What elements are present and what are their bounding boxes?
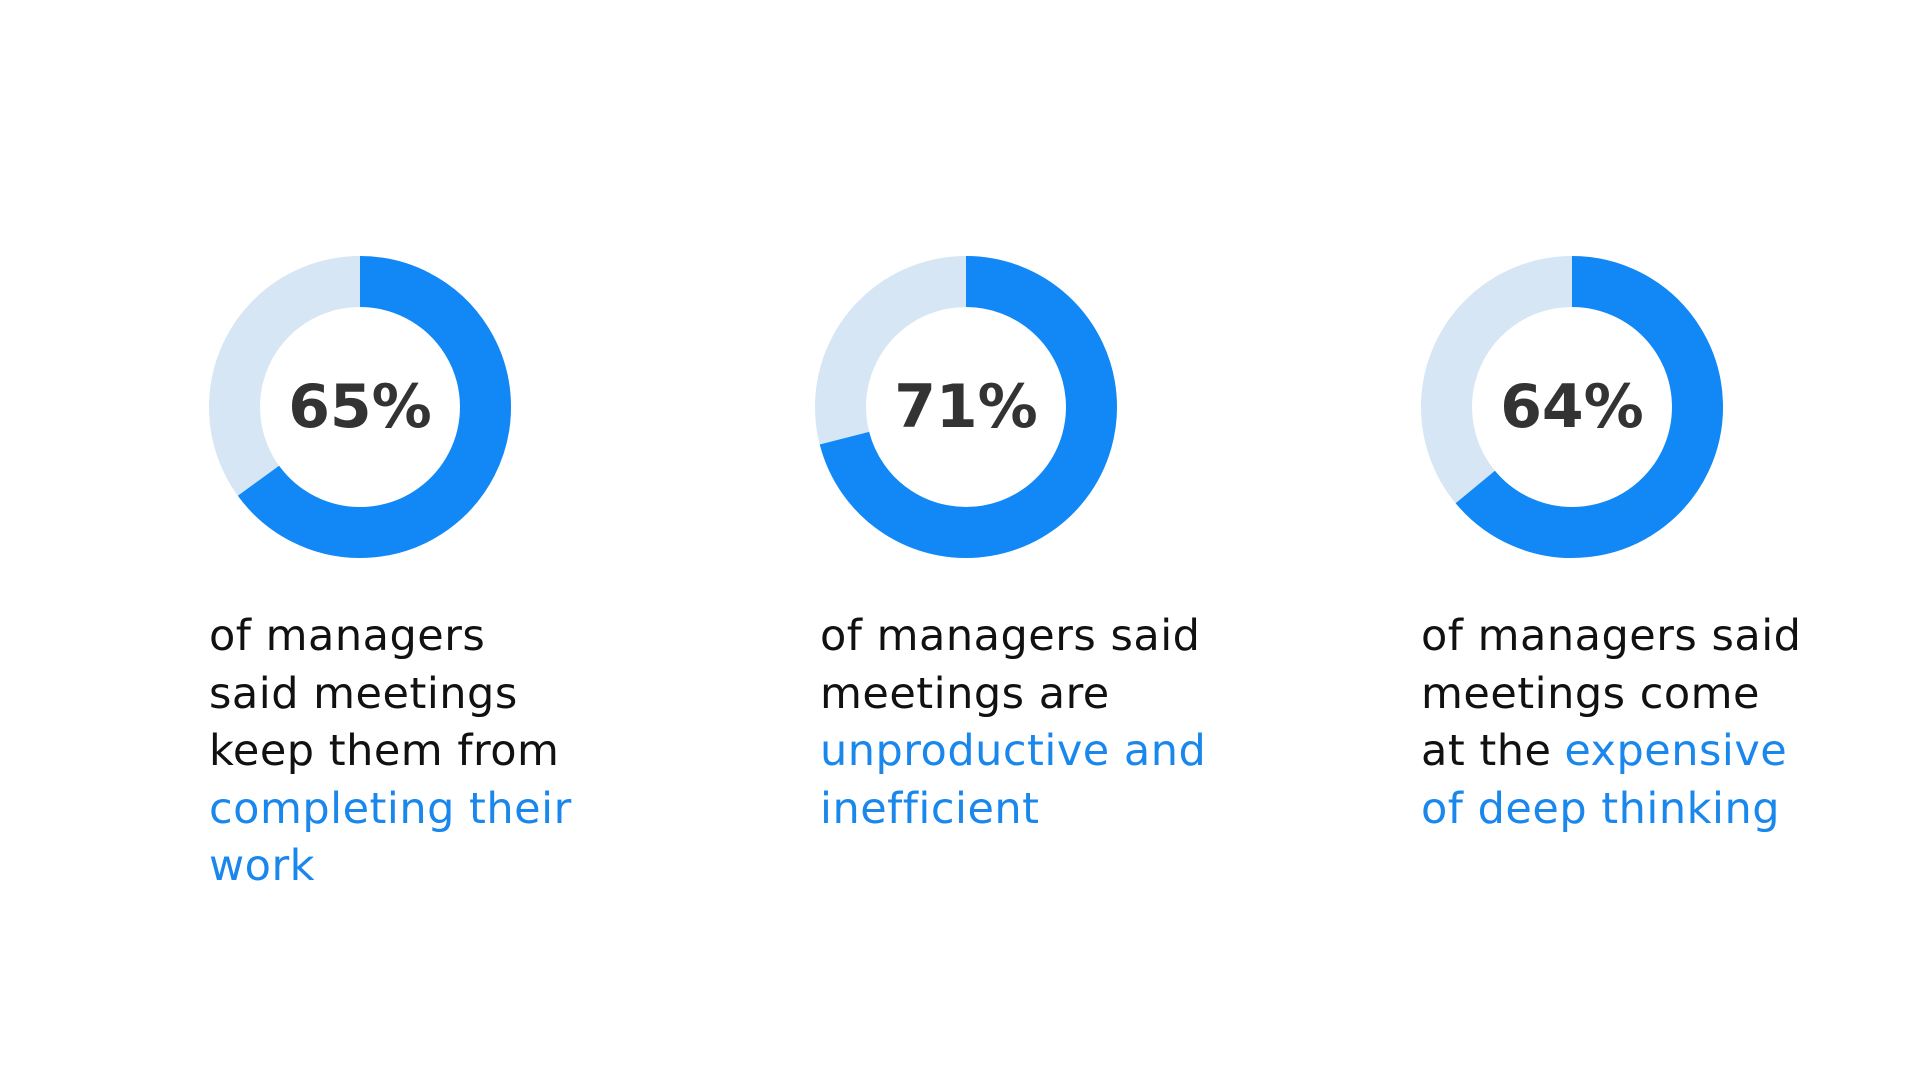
- donut-arc: [1455, 256, 1723, 558]
- caption-line: work: [209, 838, 572, 896]
- caption-line: unproductive and: [820, 723, 1206, 781]
- caption-highlight: unproductive and: [820, 726, 1207, 776]
- caption-text: meetings come: [1421, 668, 1761, 719]
- caption-line: inefficient: [820, 781, 1206, 839]
- caption-highlight: expensive: [1564, 726, 1788, 776]
- caption-text: of managers: [209, 611, 486, 661]
- caption-line: meetings come: [1421, 666, 1801, 724]
- caption-highlight: of deep thinking: [1421, 783, 1780, 834]
- caption-highlight: completing their: [209, 783, 572, 834]
- caption: of managers said meetings are unproductive…: [820, 608, 1206, 838]
- caption: of managers said meetings keep them from co…: [209, 608, 572, 896]
- caption-line: at the expensive: [1421, 723, 1801, 781]
- caption-line: completing their: [209, 781, 572, 839]
- caption-line: said meetings: [209, 666, 572, 724]
- caption-text: keep them from: [209, 726, 560, 776]
- caption-line: of deep thinking: [1421, 781, 1801, 839]
- caption-line: of managers: [209, 608, 572, 666]
- caption-text: of managers said: [1421, 611, 1802, 661]
- donut-percent: 64%: [1500, 372, 1644, 442]
- caption-line: of managers said: [820, 608, 1206, 666]
- caption-line: of managers said: [1421, 608, 1801, 666]
- caption-text: meetings are: [820, 668, 1110, 719]
- caption-highlight: work: [209, 841, 316, 891]
- donut-arc: [237, 256, 511, 558]
- caption-text: of managers said: [820, 611, 1201, 661]
- caption: of managers said meetings come at the expen…: [1421, 608, 1801, 838]
- donut-percent: 71%: [894, 372, 1038, 442]
- donut-arc: [819, 256, 1117, 558]
- donut-percent: 65%: [288, 372, 432, 442]
- caption-text: at the: [1421, 726, 1552, 776]
- caption-line: keep them from: [209, 723, 572, 781]
- caption-text: said meetings: [209, 668, 518, 719]
- caption-highlight: inefficient: [820, 783, 1040, 834]
- caption-line: meetings are: [820, 666, 1206, 724]
